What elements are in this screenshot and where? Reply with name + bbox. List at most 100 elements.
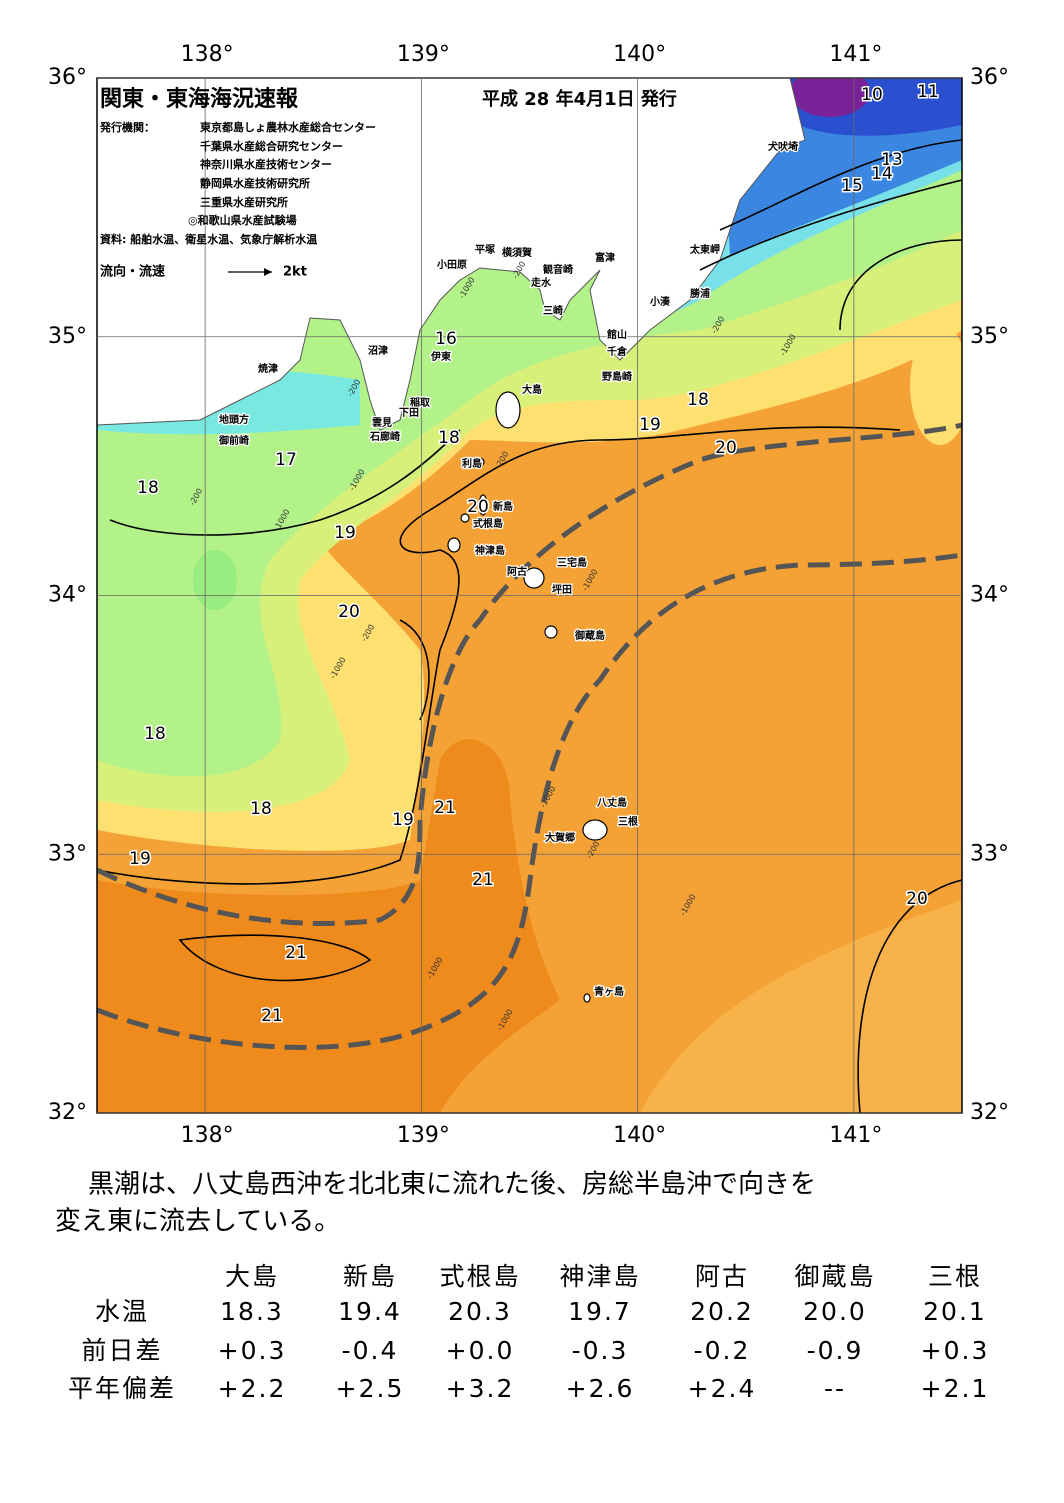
publisher: ◎和歌山県水産試験場	[188, 213, 297, 227]
place-name: 地頭方	[219, 413, 249, 426]
map	[97, 78, 962, 1113]
graticule: 138° 138° 139° 139° 140° 140° 141° 141° 36° 36° 35…	[48, 42, 1009, 1148]
place-name: 青ヶ島	[594, 985, 624, 998]
source: 資料: 船舶水温、衛星水温、気象庁解析水温	[100, 232, 317, 246]
lat-label: 34°	[970, 583, 1009, 608]
place-name: 稲取	[410, 396, 431, 409]
legend-label: 流向・流速	[100, 264, 165, 280]
lon-label: 141°	[829, 1123, 882, 1148]
issue-date: 平成 28 年4月1日 発行	[482, 88, 677, 110]
title: 関東・東海海況速報	[100, 86, 299, 112]
cell: +2.4	[688, 1374, 757, 1403]
kuroshio-axis	[97, 422, 962, 1050]
place-name: 伊東	[430, 350, 451, 363]
contours	[97, 139, 962, 1113]
row-label: 平年偏差	[68, 1374, 176, 1403]
lat-label: 33°	[970, 841, 1009, 866]
cell: 20.3	[448, 1297, 512, 1326]
column-header: 阿古	[695, 1262, 749, 1291]
contour-label: 13	[881, 150, 903, 170]
cell: 19.4	[338, 1297, 402, 1326]
lon-label: 140°	[613, 42, 666, 67]
place-name: 坪田	[552, 583, 572, 596]
cell: +0.3	[218, 1336, 287, 1365]
contour-label: 21	[472, 870, 494, 890]
contour-label: 18	[250, 799, 272, 819]
lat-label: 32°	[48, 1100, 87, 1125]
sea-zone	[910, 325, 962, 445]
cell: 20.1	[923, 1297, 987, 1326]
cell: -0.2	[694, 1336, 751, 1365]
place-name: 三宅島	[557, 556, 587, 569]
sea-coldest	[790, 78, 870, 117]
place-name: 式根島	[473, 517, 503, 530]
contour-label: 20	[715, 438, 737, 458]
place-name: 利島	[462, 457, 482, 470]
contour-label: 14	[871, 164, 893, 184]
cell: 18.3	[220, 1297, 284, 1326]
place-name: 大島	[522, 383, 542, 396]
place-name: 新島	[493, 500, 513, 513]
place-name: 小田原	[436, 258, 467, 271]
contour-label: 19	[334, 523, 356, 543]
publisher: 千葉県水産総合研究センター	[200, 139, 343, 153]
cell: +2.1	[921, 1374, 990, 1403]
column-header: 大島	[225, 1262, 279, 1291]
lon-label: 139°	[397, 42, 450, 67]
cell: -0.3	[572, 1336, 629, 1365]
contour-label: 18	[687, 390, 709, 410]
row-label: 水温	[95, 1297, 149, 1326]
lon-label: 138°	[181, 1123, 234, 1148]
lon-label: 141°	[829, 42, 882, 67]
place-name: 八丈島	[596, 796, 627, 809]
place-name: 焼津	[258, 362, 278, 375]
publisher: 静岡県水産技術研究所	[200, 176, 310, 190]
lat-label: 35°	[48, 324, 87, 349]
contour-label: 20	[338, 602, 360, 622]
column-header: 新島	[343, 1262, 397, 1291]
publisher: 三重県水産研究所	[200, 195, 288, 209]
column-header: 式根島	[439, 1262, 520, 1291]
land	[97, 78, 806, 431]
row-label: 前日差	[81, 1336, 162, 1365]
lon-label: 140°	[613, 1123, 666, 1148]
legend-scale: 2kt	[283, 265, 307, 280]
contour-label: 18	[144, 724, 166, 744]
cell: 20.0	[803, 1297, 867, 1326]
column-header: 御蔵島	[794, 1262, 875, 1291]
cell: +3.2	[446, 1374, 515, 1403]
place-name: 三根	[618, 815, 638, 828]
cell: +2.2	[218, 1374, 287, 1403]
islands	[447, 391, 608, 1003]
description: 変え東に流去している。	[55, 1207, 340, 1237]
place-name: 雲見	[372, 417, 392, 429]
place-name: 走水	[530, 276, 552, 289]
publisher-label: 発行機関：	[99, 120, 155, 134]
cell: +2.5	[336, 1374, 405, 1403]
lat-label: 32°	[970, 1100, 1009, 1125]
cell: 19.7	[568, 1297, 632, 1326]
place-name: 勝浦	[690, 287, 710, 300]
description: 黒潮は、八丈島西沖を北北東に流れた後、房総半島沖で向きを	[88, 1170, 816, 1200]
place-name: 御前崎	[218, 434, 249, 447]
contour-label: 19	[639, 415, 661, 435]
contour-label: 21	[261, 1006, 283, 1026]
place-name: 平塚	[475, 243, 495, 256]
place-name: 富津	[595, 251, 615, 264]
sea-zone	[193, 550, 237, 610]
place-name: 太東岬	[689, 243, 720, 256]
contour-label: 20	[906, 889, 928, 909]
place-name: 館山	[606, 328, 627, 341]
legend-arrowhead	[264, 268, 272, 276]
contour-label: 19	[392, 810, 414, 830]
lat-label: 36°	[970, 65, 1009, 90]
contour-label: 21	[285, 943, 307, 963]
lon-label: 138°	[181, 42, 234, 67]
lat-label: 33°	[48, 841, 87, 866]
contour-label: 16	[435, 329, 457, 349]
place-name: 野島崎	[602, 370, 632, 383]
contour-label: 11	[917, 82, 939, 102]
